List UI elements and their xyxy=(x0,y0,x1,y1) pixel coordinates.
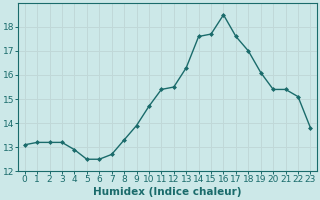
X-axis label: Humidex (Indice chaleur): Humidex (Indice chaleur) xyxy=(93,187,242,197)
